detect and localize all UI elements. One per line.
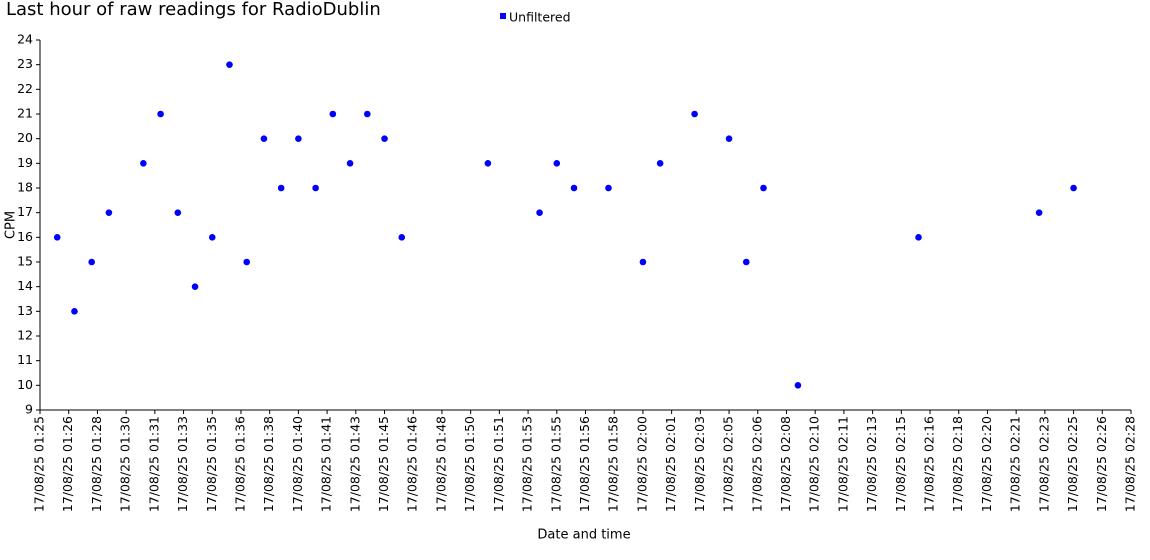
x-tick-label: 17/08/25 01:28 (89, 416, 104, 512)
point (226, 61, 233, 68)
point (174, 209, 182, 216)
y-axis-label: CPM (4, 211, 19, 239)
point (157, 110, 164, 118)
legend-label: Unfiltered (509, 10, 571, 25)
point (553, 160, 561, 167)
point (639, 258, 647, 266)
x-tick-label: 17/08/25 01:58 (606, 416, 621, 512)
x-tick-label: 17/08/25 01:35 (204, 416, 219, 512)
y-tick-label: 11 (17, 352, 33, 367)
point (312, 184, 319, 192)
x-tick-label: 17/08/25 02:26 (1094, 416, 1109, 512)
x-tick-label: 17/08/25 02:05 (721, 416, 736, 512)
x-tick-label: 17/08/25 02:20 (979, 416, 994, 512)
x-tick-label: 17/08/25 02:15 (893, 416, 908, 512)
y-tick-label: 21 (17, 106, 33, 121)
x-tick-label: 17/08/25 02:00 (634, 416, 649, 512)
x-tick-label: 17/08/25 02:10 (807, 416, 822, 512)
x-tick-label: 17/08/25 02:11 (835, 416, 850, 512)
x-tick-label: 17/08/25 01:51 (491, 416, 506, 512)
x-tick-label: 17/08/25 01:36 (232, 416, 247, 512)
point (140, 160, 147, 167)
y-tick-label: 16 (17, 229, 33, 244)
y-tick-label: 9 (25, 402, 33, 417)
y-tick-label: 19 (17, 155, 33, 170)
point (570, 184, 578, 192)
point (329, 110, 337, 118)
x-tick-label: 17/08/25 02:21 (1008, 416, 1023, 512)
x-tick-label: 17/08/25 01:46 (405, 416, 420, 512)
x-tick-label: 17/08/25 01:26 (60, 416, 75, 512)
x-tick-label: 17/08/25 02:13 (864, 416, 879, 512)
x-tick-label: 17/08/25 01:50 (462, 416, 477, 512)
point (725, 135, 733, 142)
y-tick-label: 24 (17, 32, 33, 47)
x-tick-label: 17/08/25 01:40 (290, 416, 305, 512)
point (208, 234, 216, 241)
point (656, 160, 664, 167)
point (536, 209, 543, 216)
y-tick-label: 20 (17, 130, 33, 145)
x-tick-label: 17/08/25 01:33 (175, 416, 190, 512)
x-tick-label: 17/08/25 02:25 (1065, 416, 1080, 512)
x-tick-label: 17/08/25 01:30 (118, 416, 133, 512)
point (605, 184, 612, 192)
y-tick-label: 22 (17, 81, 33, 96)
x-tick-label: 17/08/25 01:56 (577, 416, 592, 512)
point (1035, 209, 1043, 216)
y-tick-label: 14 (17, 278, 33, 293)
point (243, 258, 251, 266)
x-tick-label: 17/08/25 01:25 (32, 416, 47, 512)
x-tick-label: 17/08/25 01:45 (376, 416, 391, 512)
point (105, 209, 113, 216)
x-tick-label: 17/08/25 01:38 (261, 416, 276, 512)
y-tick-label: 18 (17, 180, 33, 195)
point (295, 135, 302, 142)
x-tick-label: 17/08/25 02:03 (692, 416, 707, 512)
x-tick-label: 17/08/25 01:41 (319, 416, 334, 512)
x-tick-label: 17/08/25 02:28 (1123, 416, 1138, 512)
x-tick-label: 17/08/25 01:31 (146, 416, 161, 512)
point (364, 110, 371, 118)
point (191, 283, 199, 290)
x-tick-label: 17/08/25 01:43 (347, 416, 362, 512)
point (398, 234, 406, 241)
x-tick-label: 17/08/25 02:08 (778, 416, 793, 512)
point (277, 184, 285, 192)
y-tick-label: 13 (17, 303, 33, 318)
x-tick-label: 17/08/25 01:55 (548, 416, 563, 512)
point (760, 184, 767, 192)
x-tick-label: 17/08/25 02:16 (922, 416, 937, 512)
point (346, 160, 354, 167)
y-tick-label: 23 (17, 56, 33, 71)
point (915, 234, 922, 241)
point (484, 160, 492, 167)
point (794, 382, 802, 389)
y-tick-label: 17 (17, 204, 33, 219)
legend-swatch (500, 13, 506, 19)
point (53, 234, 61, 241)
point (88, 258, 95, 266)
chart-title: Last hour of raw readings for RadioDubli… (6, 0, 381, 20)
x-axis-label: Date and time (537, 528, 630, 543)
point (742, 258, 750, 266)
y-tick-label: 10 (17, 377, 33, 392)
y-tick-label: 15 (17, 254, 33, 269)
point (71, 308, 78, 315)
point (1070, 184, 1077, 192)
x-tick-label: 17/08/25 02:18 (950, 416, 965, 512)
x-tick-label: 17/08/25 02:01 (663, 416, 678, 512)
point (260, 135, 268, 142)
y-tick-label: 12 (17, 328, 33, 343)
x-tick-label: 17/08/25 01:48 (433, 416, 448, 512)
x-tick-label: 17/08/25 02:06 (749, 416, 764, 512)
x-tick-label: 17/08/25 02:23 (1036, 416, 1051, 512)
point (381, 135, 388, 142)
point (691, 110, 698, 118)
x-tick-label: 17/08/25 01:53 (520, 416, 535, 512)
